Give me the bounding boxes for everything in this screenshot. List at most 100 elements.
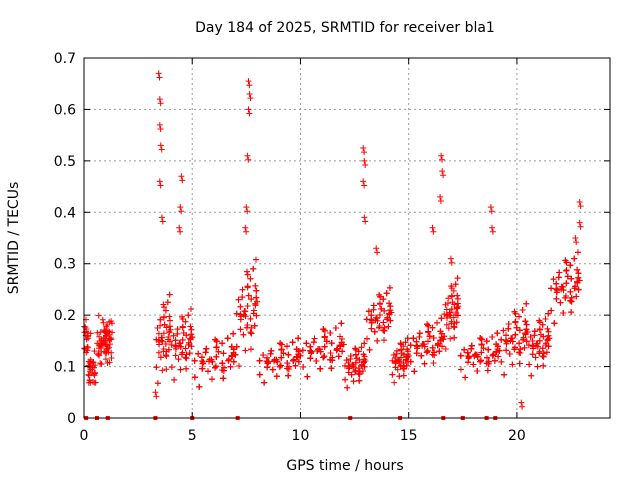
data-point xyxy=(268,347,275,354)
data-point xyxy=(511,308,518,315)
data-point xyxy=(429,224,436,231)
data-point xyxy=(199,365,206,372)
data-point xyxy=(278,341,285,348)
data-point xyxy=(468,342,475,349)
data-point xyxy=(400,351,407,358)
data-point xyxy=(253,256,259,263)
data-point xyxy=(256,371,263,378)
data-point xyxy=(392,360,399,367)
data-point xyxy=(285,372,292,379)
data-point xyxy=(391,379,398,386)
data-point xyxy=(269,366,276,373)
data-point xyxy=(440,172,447,179)
data-point xyxy=(429,344,436,351)
data-point xyxy=(186,350,193,357)
data-point xyxy=(104,342,111,349)
data-point xyxy=(176,224,183,231)
x-tick-label: 0 xyxy=(80,428,89,444)
data-point xyxy=(323,338,330,345)
data-point xyxy=(180,330,187,336)
data-point xyxy=(163,366,170,373)
data-point xyxy=(96,333,103,340)
data-point xyxy=(157,142,164,149)
data-point xyxy=(568,298,575,305)
data-point xyxy=(242,224,249,231)
data-point xyxy=(517,350,524,356)
data-point xyxy=(263,358,270,365)
data-point xyxy=(472,351,479,358)
data-point xyxy=(386,311,393,318)
data-point xyxy=(237,303,244,310)
data-point xyxy=(310,339,317,346)
data-point xyxy=(248,346,254,353)
data-point xyxy=(458,366,464,373)
data-point xyxy=(480,345,487,352)
data-point xyxy=(168,364,175,371)
data-point xyxy=(230,358,237,365)
data-point xyxy=(576,199,583,205)
data-point xyxy=(277,340,284,347)
data-points xyxy=(81,70,584,420)
data-point xyxy=(451,334,458,341)
data-point xyxy=(384,316,391,323)
data-point xyxy=(237,326,244,333)
data-point xyxy=(246,110,253,117)
data-point xyxy=(209,376,215,383)
data-point xyxy=(550,276,557,283)
data-point xyxy=(85,358,92,365)
data-point xyxy=(299,347,306,354)
data-point xyxy=(81,346,88,352)
data-point xyxy=(185,339,192,346)
data-point xyxy=(442,346,449,352)
data-point xyxy=(529,338,536,344)
data-point xyxy=(176,340,183,347)
data-point xyxy=(574,279,581,286)
data-point xyxy=(109,320,115,327)
data-point xyxy=(523,338,530,345)
data-point xyxy=(260,352,267,358)
data-point xyxy=(202,349,209,356)
data-point xyxy=(434,319,440,326)
data-point xyxy=(385,323,392,330)
data-point xyxy=(307,343,314,350)
data-point xyxy=(386,284,393,291)
data-point xyxy=(430,228,437,235)
data-point xyxy=(425,322,432,329)
data-point xyxy=(166,323,173,330)
data-point xyxy=(102,356,109,363)
data-point xyxy=(159,218,166,225)
data-point xyxy=(179,336,186,343)
data-point xyxy=(157,182,164,189)
data-point xyxy=(489,228,496,235)
data-point xyxy=(303,340,310,347)
data-point xyxy=(464,349,471,356)
data-point xyxy=(158,146,165,153)
data-point xyxy=(494,330,501,337)
data-point xyxy=(430,360,437,366)
data-point xyxy=(491,357,498,364)
data-point xyxy=(563,267,570,274)
data-point xyxy=(519,403,526,410)
data-point xyxy=(100,319,107,326)
data-point xyxy=(526,361,533,368)
data-point xyxy=(407,342,414,349)
data-point xyxy=(242,347,249,354)
data-point xyxy=(575,286,582,293)
data-point xyxy=(512,344,518,351)
data-point xyxy=(523,300,530,307)
data-point xyxy=(380,319,387,326)
data-point xyxy=(424,347,431,354)
data-point xyxy=(164,299,171,306)
data-point xyxy=(300,364,307,370)
data-point xyxy=(311,335,318,342)
data-point xyxy=(523,326,530,333)
data-point xyxy=(507,337,514,344)
data-point xyxy=(436,348,443,355)
data-point xyxy=(208,356,215,363)
data-point xyxy=(152,389,159,396)
data-point xyxy=(157,316,164,323)
data-point xyxy=(563,280,570,287)
data-point xyxy=(381,327,388,334)
data-point xyxy=(376,324,382,331)
data-point xyxy=(568,309,575,316)
